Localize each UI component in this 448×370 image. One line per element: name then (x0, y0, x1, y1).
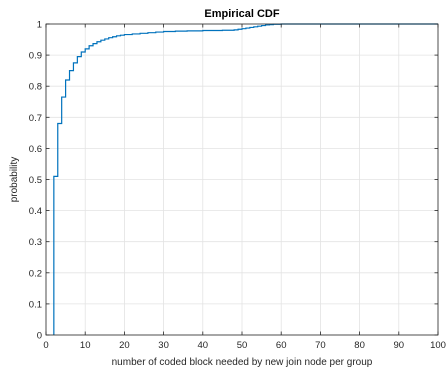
x-tick-label: 30 (158, 340, 169, 351)
x-tick-label: 0 (43, 340, 48, 351)
y-axis-label: probability (9, 157, 20, 203)
x-tick-label: 90 (394, 340, 405, 351)
y-tick-label: 0 (37, 331, 42, 342)
x-tick-label: 80 (354, 340, 365, 351)
tick-marks (45, 23, 439, 336)
x-tick-label: 50 (237, 340, 248, 351)
y-tick-label: 0.1 (29, 299, 42, 310)
y-tick-label: 0.6 (29, 144, 42, 155)
x-tick-label: 70 (315, 340, 326, 351)
x-tick-label: 100 (430, 340, 446, 351)
x-axis-label: number of coded block needed by new join… (112, 357, 373, 368)
y-tick-label: 0.2 (29, 268, 42, 279)
chart-title: Empirical CDF (204, 8, 279, 20)
y-tick-label: 0.5 (29, 175, 42, 186)
x-tick-label: 20 (119, 340, 130, 351)
x-tick-label: 10 (80, 340, 91, 351)
y-tick-label: 0.8 (29, 82, 42, 93)
y-tick-label: 1 (37, 20, 42, 31)
cdf-line (53, 23, 438, 335)
x-tick-labels: 0 10 20 30 40 50 60 70 80 90 100 (43, 340, 446, 351)
y-tick-label: 0.4 (29, 206, 42, 217)
x-tick-label: 40 (198, 340, 209, 351)
y-tick-label: 0.7 (29, 113, 42, 124)
x-tick-label: 60 (276, 340, 287, 351)
y-tick-label: 0.3 (29, 237, 42, 248)
y-tick-labels: 0 0.1 0.2 0.3 0.4 0.5 0.6 0.7 0.8 0.9 1 (29, 20, 42, 342)
y-tick-label: 0.9 (29, 51, 42, 62)
